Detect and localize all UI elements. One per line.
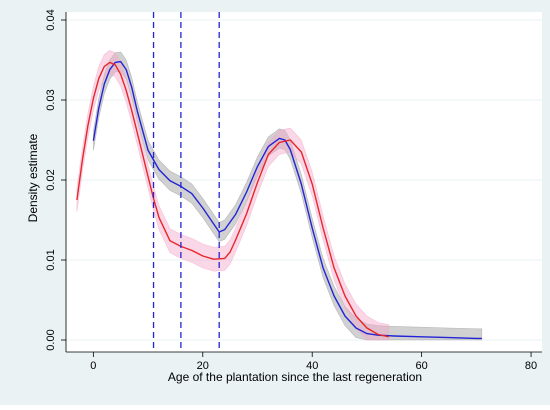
density-lines	[76, 60, 482, 340]
x-axis-label: Age of the plantation since the last reg…	[168, 370, 422, 384]
x-tick-label: 40	[306, 360, 318, 372]
ticks: 0.00 0.01 0.02 0.03 0.04 0 20 40 60 80	[45, 9, 537, 372]
x-tick-label: 0	[90, 360, 96, 372]
y-tick-label: 0.02	[45, 169, 57, 190]
confidence-bands	[76, 50, 483, 341]
y-tick-label: 0.03	[45, 89, 57, 110]
density-line-1	[92, 60, 482, 340]
y-tick-label: 0.00	[45, 329, 57, 350]
confidence-band-2	[76, 50, 390, 341]
x-tick-label: 80	[525, 360, 537, 372]
y-tick-label: 0.01	[45, 249, 57, 270]
plot-area	[66, 12, 542, 352]
y-tick-label: 0.04	[45, 9, 57, 30]
y-axis-label: Density estimate	[26, 133, 40, 222]
x-tick-label: 60	[416, 360, 428, 372]
axes	[65, 12, 542, 353]
confidence-band-1	[93, 51, 483, 341]
reference-lines	[152, 12, 220, 352]
x-tick-label: 20	[197, 360, 209, 372]
density-line-2	[76, 61, 389, 338]
